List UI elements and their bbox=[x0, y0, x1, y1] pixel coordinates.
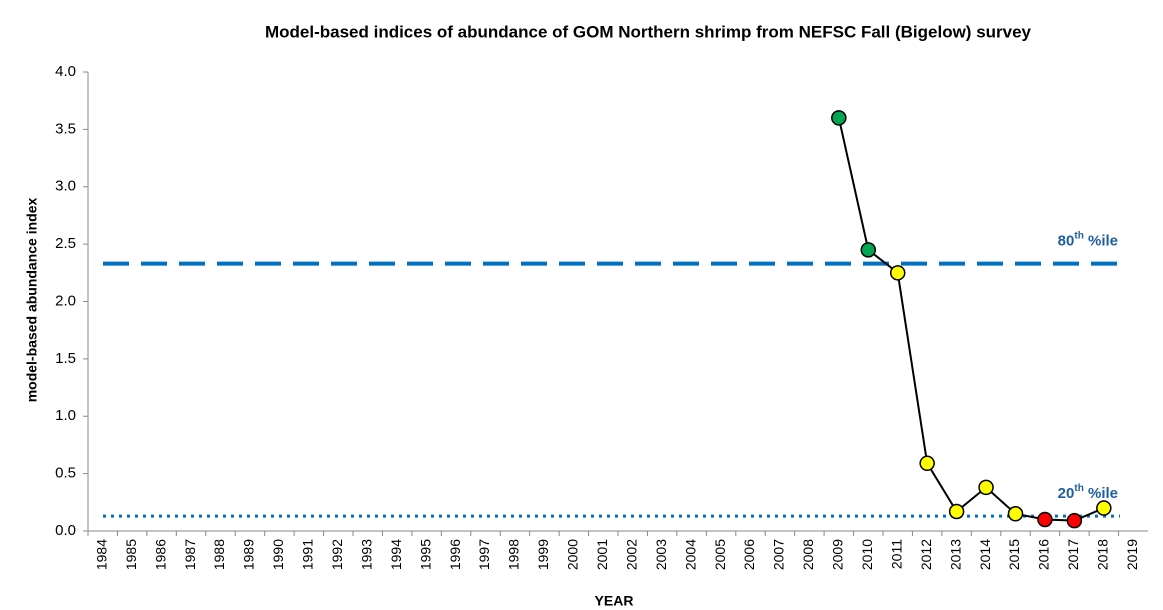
x-tick-label: 1987 bbox=[182, 539, 198, 570]
x-tick-label: 2014 bbox=[977, 539, 993, 570]
reference-label: 80th %ile bbox=[1058, 231, 1118, 250]
y-tick-label: 2.0 bbox=[55, 292, 76, 309]
x-tick-label: 2003 bbox=[653, 539, 669, 570]
reference-label: 20th %ile bbox=[1058, 483, 1118, 502]
x-tick-label: 2004 bbox=[682, 539, 698, 570]
x-tick-label: 1991 bbox=[300, 539, 316, 570]
x-tick-label: 2010 bbox=[859, 539, 875, 570]
x-tick-label: 1998 bbox=[506, 539, 522, 570]
x-tick-label: 1992 bbox=[329, 539, 345, 570]
y-tick-label: 3.0 bbox=[55, 178, 76, 195]
x-tick-label: 2019 bbox=[1124, 539, 1140, 570]
reference-label-part: th bbox=[1074, 483, 1083, 494]
x-tick-label: 1993 bbox=[358, 539, 374, 570]
y-tick-label: 2.5 bbox=[55, 235, 76, 252]
x-tick-label: 1990 bbox=[270, 539, 286, 570]
x-tick-label: 2006 bbox=[741, 539, 757, 570]
series-line bbox=[837, 117, 1105, 522]
x-tick-label: 2009 bbox=[830, 539, 846, 570]
data-point bbox=[1096, 500, 1112, 516]
x-tick-label: 2000 bbox=[565, 539, 581, 570]
x-tick-label: 2002 bbox=[623, 539, 639, 570]
data-point bbox=[1066, 512, 1083, 529]
x-tick-label: 2008 bbox=[800, 539, 816, 570]
x-tick-label: 2007 bbox=[771, 539, 787, 570]
x-tick-label: 2001 bbox=[594, 539, 610, 570]
data-point bbox=[1037, 511, 1053, 528]
y-tick-label: 3.5 bbox=[55, 120, 76, 137]
reference-label-part: %ile bbox=[1084, 233, 1118, 250]
x-tick-label: 1985 bbox=[123, 539, 139, 570]
x-tick-label: 2005 bbox=[712, 539, 728, 570]
x-tick-label: 1988 bbox=[211, 539, 227, 570]
y-tick-label: 1.5 bbox=[55, 350, 76, 367]
x-tick-label: 1996 bbox=[447, 539, 463, 570]
reference-label-part: 20 bbox=[1058, 485, 1075, 502]
y-tick-label: 0.0 bbox=[55, 522, 76, 539]
reference-label-part: th bbox=[1074, 231, 1083, 242]
chart-title: Model-based indices of abundance of GOM … bbox=[265, 22, 1032, 41]
x-tick-label: 1984 bbox=[93, 539, 109, 570]
y-tick-label: 1.0 bbox=[55, 407, 76, 424]
x-tick-label: 1995 bbox=[417, 539, 433, 570]
x-tick-label: 2011 bbox=[888, 539, 904, 569]
data-point bbox=[860, 242, 877, 258]
data-point bbox=[889, 265, 906, 281]
data-point bbox=[948, 503, 965, 520]
data-point bbox=[1007, 506, 1024, 522]
x-tick-label: 1997 bbox=[476, 539, 492, 570]
x-tick-label: 2013 bbox=[947, 539, 963, 570]
reference-label-part: %ile bbox=[1084, 485, 1118, 502]
x-tick-label: 2016 bbox=[1036, 539, 1052, 570]
x-tick-label: 1986 bbox=[152, 539, 168, 570]
x-tick-label: 2012 bbox=[918, 539, 934, 570]
data-point bbox=[831, 110, 847, 126]
x-tick-label: 2015 bbox=[1006, 539, 1022, 570]
x-tick-label: 2017 bbox=[1065, 539, 1081, 570]
x-tick-label: 2018 bbox=[1095, 539, 1111, 570]
x-tick-label: 1994 bbox=[388, 539, 404, 570]
x-axis-title: YEAR bbox=[595, 593, 634, 609]
x-tick-label: 1999 bbox=[535, 539, 551, 570]
reference-label-part: 80 bbox=[1058, 233, 1075, 250]
data-point bbox=[978, 479, 994, 496]
y-tick-label: 4.0 bbox=[55, 63, 76, 80]
y-axis-title: model-based abundance index bbox=[24, 197, 40, 402]
data-point bbox=[919, 455, 935, 472]
y-tick-label: 0.5 bbox=[55, 465, 76, 482]
x-tick-label: 1989 bbox=[241, 539, 257, 570]
